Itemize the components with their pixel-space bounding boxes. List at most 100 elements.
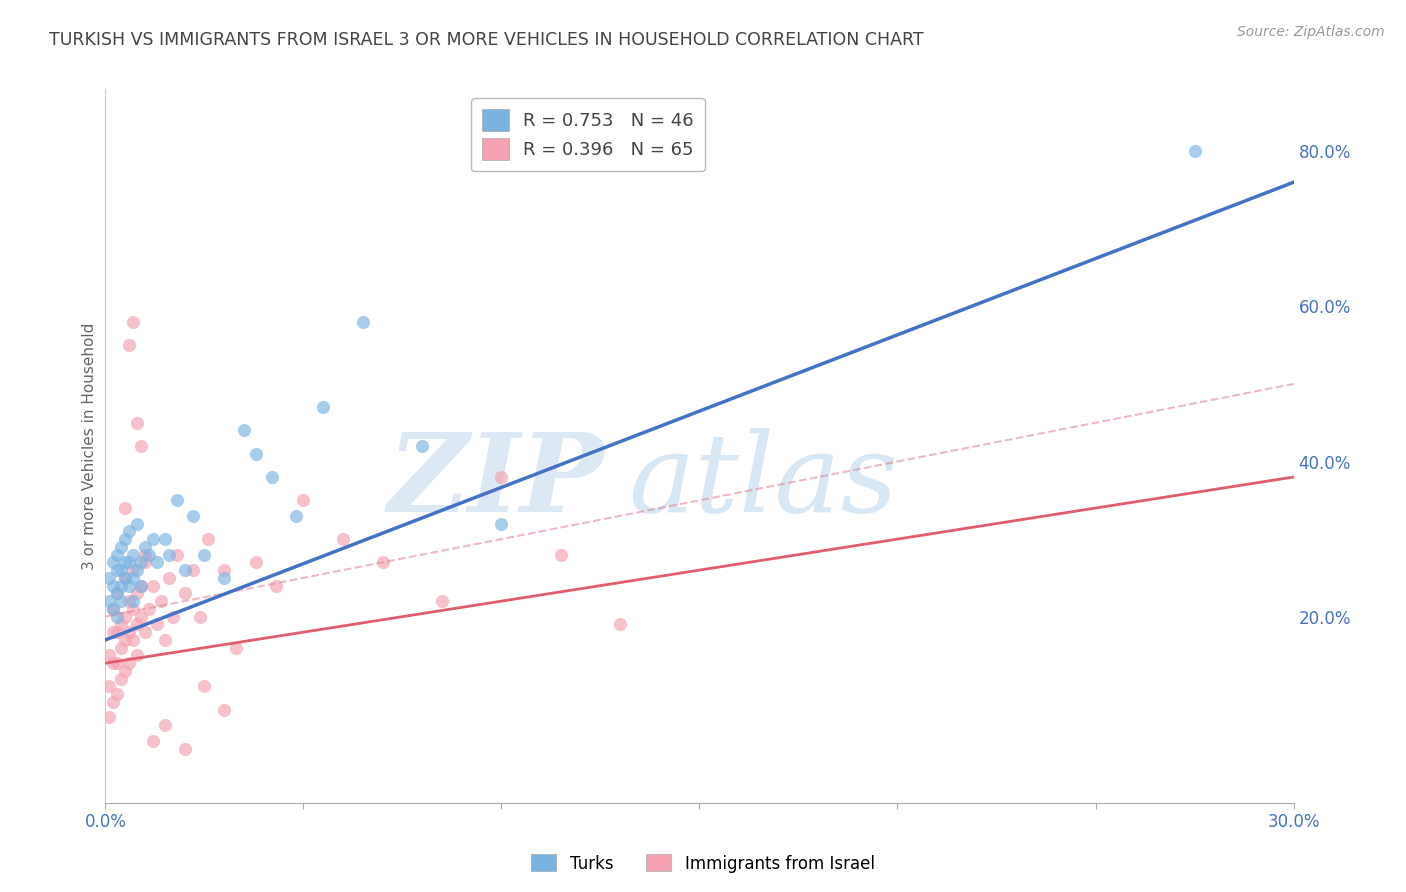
Text: Source: ZipAtlas.com: Source: ZipAtlas.com — [1237, 25, 1385, 39]
Point — [127, 563, 149, 577]
Point — [138, 602, 160, 616]
Point — [103, 656, 125, 670]
Point — [110, 579, 132, 593]
Point — [122, 548, 145, 562]
Point — [114, 532, 136, 546]
Point — [103, 579, 125, 593]
Point — [122, 563, 145, 577]
Point — [129, 579, 152, 593]
Point — [411, 439, 433, 453]
Point — [103, 602, 125, 616]
Point — [129, 439, 152, 453]
Point — [153, 718, 176, 732]
Point — [118, 625, 141, 640]
Point — [284, 508, 307, 523]
Point — [173, 563, 195, 577]
Point — [129, 609, 152, 624]
Point — [127, 586, 149, 600]
Point — [157, 571, 180, 585]
Point — [157, 548, 180, 562]
Point — [118, 594, 141, 608]
Point — [118, 555, 141, 569]
Point — [332, 532, 354, 546]
Point — [214, 563, 236, 577]
Point — [134, 625, 156, 640]
Point — [122, 571, 145, 585]
Point — [114, 632, 136, 647]
Point — [173, 741, 195, 756]
Point — [138, 548, 160, 562]
Point — [114, 571, 136, 585]
Point — [233, 424, 256, 438]
Point — [153, 632, 176, 647]
Point — [110, 540, 132, 554]
Text: atlas: atlas — [628, 428, 898, 535]
Point — [214, 703, 236, 717]
Point — [491, 516, 513, 531]
Point — [129, 579, 152, 593]
Point — [114, 609, 136, 624]
Point — [129, 555, 152, 569]
Point — [98, 680, 121, 694]
Point — [197, 532, 219, 546]
Point — [134, 540, 156, 554]
Point — [190, 609, 212, 624]
Point — [114, 555, 136, 569]
Point — [103, 602, 125, 616]
Point — [105, 586, 128, 600]
Point — [98, 710, 121, 724]
Point — [114, 571, 136, 585]
Point — [352, 315, 374, 329]
Point — [127, 416, 149, 430]
Point — [103, 625, 125, 640]
Point — [149, 594, 172, 608]
Point — [142, 733, 165, 747]
Point — [550, 548, 572, 562]
Point — [193, 548, 215, 562]
Point — [225, 640, 247, 655]
Point — [122, 594, 145, 608]
Point — [105, 625, 128, 640]
Point — [193, 680, 215, 694]
Point — [146, 617, 169, 632]
Point — [166, 548, 188, 562]
Point — [134, 548, 156, 562]
Point — [98, 648, 121, 663]
Text: ZIP: ZIP — [388, 428, 605, 535]
Point — [118, 338, 141, 352]
Point — [122, 602, 145, 616]
Point — [110, 617, 132, 632]
Point — [430, 594, 453, 608]
Point — [110, 640, 132, 655]
Point — [312, 401, 335, 415]
Point — [98, 594, 121, 608]
Point — [153, 532, 176, 546]
Point — [491, 470, 513, 484]
Point — [105, 687, 128, 701]
Point — [134, 555, 156, 569]
Point — [105, 586, 128, 600]
Point — [162, 609, 184, 624]
Point — [371, 555, 394, 569]
Point — [98, 571, 121, 585]
Point — [105, 563, 128, 577]
Point — [264, 579, 287, 593]
Point — [146, 555, 169, 569]
Point — [166, 493, 188, 508]
Point — [245, 555, 267, 569]
Point — [127, 648, 149, 663]
Point — [292, 493, 315, 508]
Point — [105, 609, 128, 624]
Legend: R = 0.753   N = 46, R = 0.396   N = 65: R = 0.753 N = 46, R = 0.396 N = 65 — [471, 98, 704, 171]
Point — [181, 563, 204, 577]
Point — [181, 508, 204, 523]
Point — [110, 563, 132, 577]
Point — [142, 532, 165, 546]
Point — [214, 571, 236, 585]
Point — [110, 594, 132, 608]
Point — [173, 586, 195, 600]
Point — [114, 664, 136, 678]
Point — [142, 579, 165, 593]
Point — [260, 470, 283, 484]
Legend: Turks, Immigrants from Israel: Turks, Immigrants from Israel — [524, 847, 882, 880]
